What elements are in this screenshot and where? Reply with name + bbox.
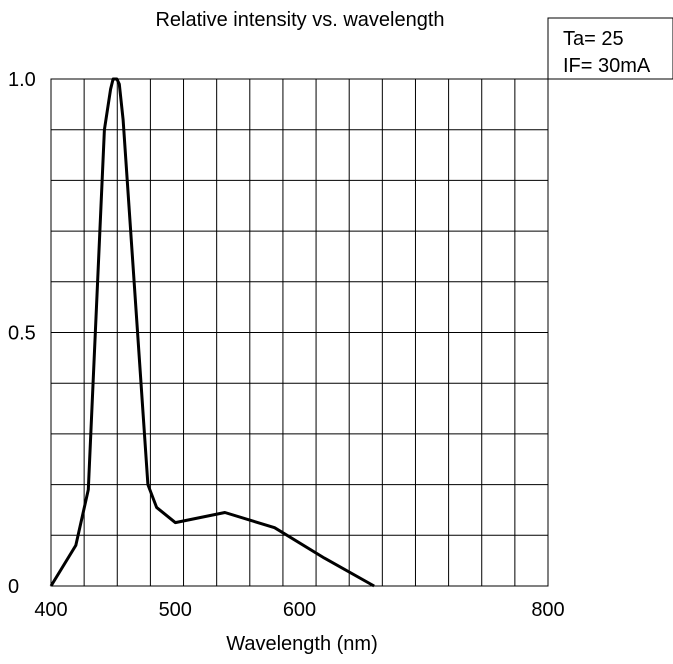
x-tick-label: 500 [159,599,192,621]
spectrum-curve [49,77,375,588]
x-axis-label: Wavelength (nm) [226,633,378,655]
gridlines [51,79,548,586]
condition-if: IF= 30mA [563,55,651,77]
condition-ta: Ta= 25 [563,28,624,50]
conditions-box-frame [547,17,673,80]
conditions-box: Ta= 25 IF= 30mA [547,17,673,80]
y-tick-label: 1.0 [8,69,36,91]
x-tick-label: 600 [283,599,316,621]
x-tick-label: 400 [34,599,67,621]
x-tick-labels: 400 500 600 800 [34,599,564,621]
plot-frame [50,78,549,587]
chart-title: Relative intensity vs. wavelength [155,9,444,31]
y-tick-label: 0.5 [8,323,36,345]
x-tick-label: 800 [531,599,564,621]
y-tick-labels: 0 0.5 1.0 [8,69,36,598]
y-tick-label: 0 [8,576,19,598]
